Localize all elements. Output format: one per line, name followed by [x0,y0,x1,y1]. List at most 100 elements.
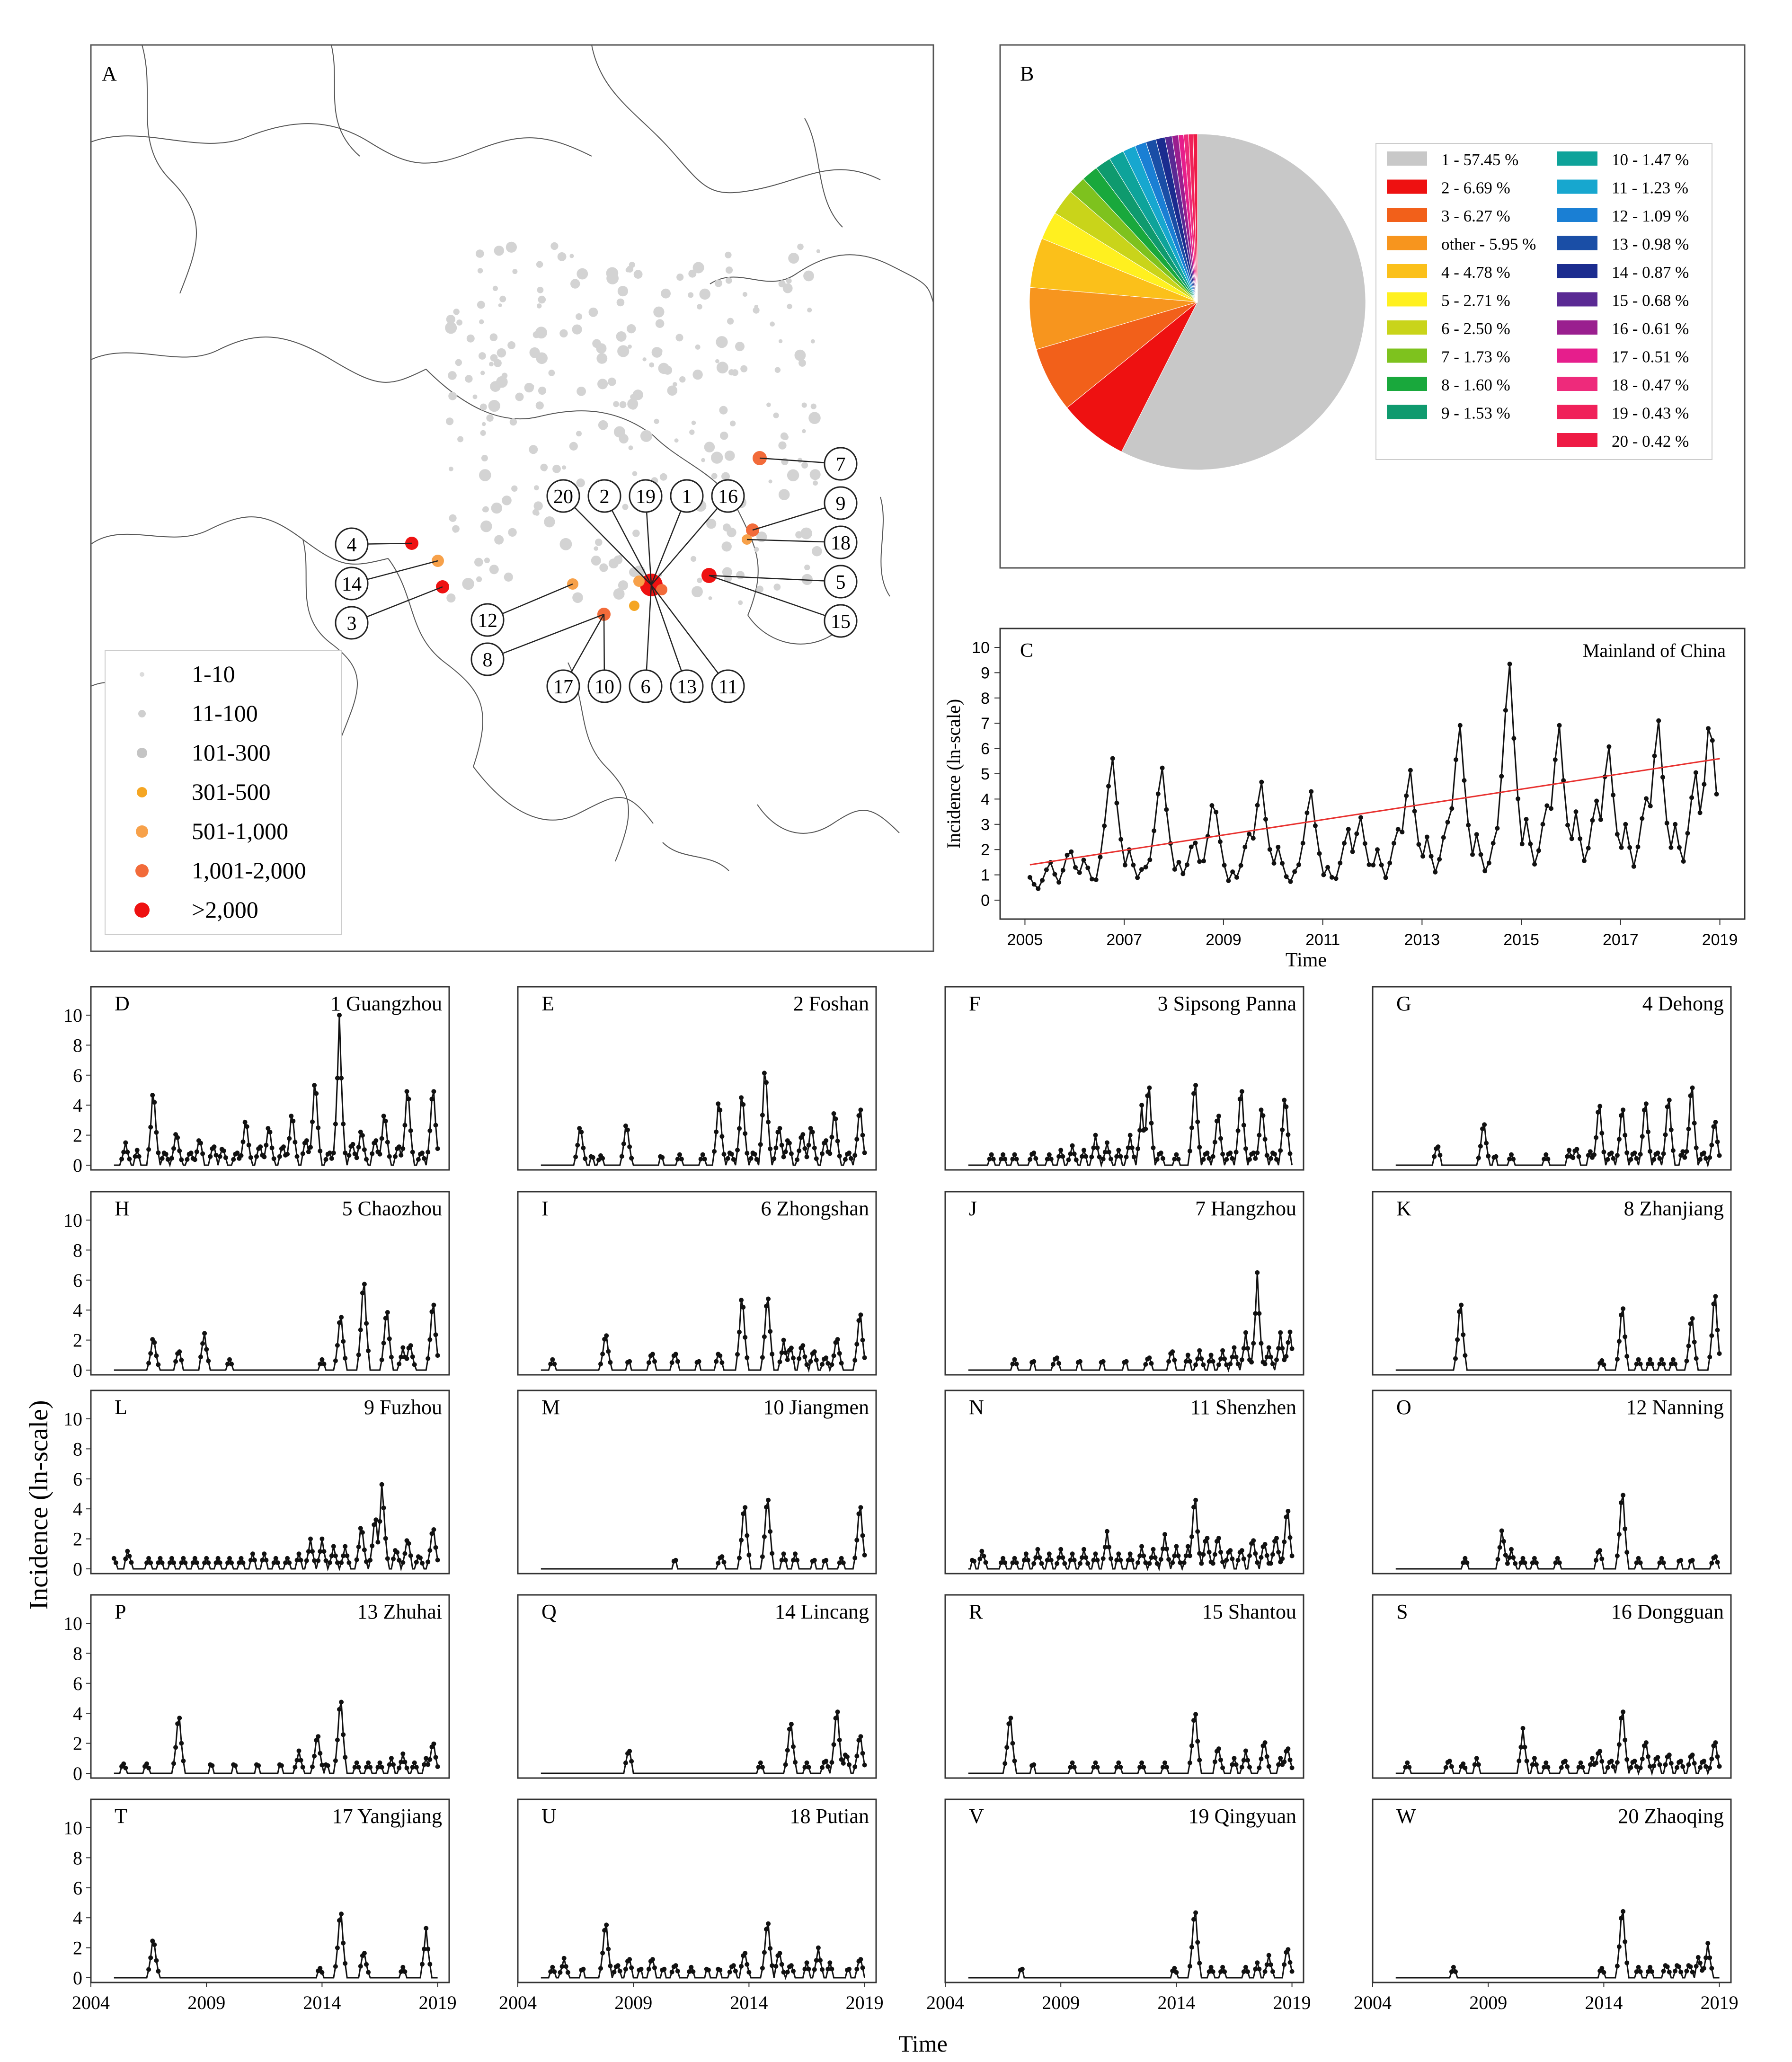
map-incidence-dot [782,283,793,293]
series-point [1690,1969,1695,1974]
map-incidence-dot [499,295,506,302]
series-point [215,1556,221,1561]
series-point [741,1102,746,1107]
series-point [429,1531,435,1536]
map-incidence-dot [697,577,702,584]
series-point [356,1145,361,1150]
series-point [1185,1544,1190,1549]
series-point [1379,862,1384,867]
map-incidence-dot [486,414,494,422]
series-point [1069,849,1074,854]
y-axis-label: Incidence (ln-scale) [24,1400,53,1610]
series-point [854,1966,860,1972]
series-point [285,1556,290,1561]
series-point [1259,1341,1264,1346]
series-point [820,1151,825,1156]
series-point [319,1762,325,1768]
series-point [1667,1969,1672,1974]
series-point [1068,1765,1073,1770]
map-incidence-dot [716,336,728,348]
map-incidence-dot [490,354,498,362]
series-point [785,1748,790,1753]
series-point [1530,1560,1535,1566]
series-point [1052,872,1057,877]
series-point [1655,1150,1660,1156]
city-panel-title: 18 Putian [790,1805,869,1828]
series-point [1565,1764,1570,1769]
series-point [1162,1532,1167,1537]
map-border-line [880,496,890,597]
series-point [1282,1097,1287,1103]
series-point [719,1554,725,1559]
map-label-number: 19 [636,486,656,508]
series-point [1668,1362,1674,1367]
series-point [745,1355,750,1360]
series-point [163,1151,169,1157]
map-incidence-dot [688,292,694,298]
series-point [368,1558,373,1563]
series-point [1596,1110,1601,1115]
series-point [1606,744,1612,749]
series-point [1209,803,1215,808]
series-point [358,1526,363,1531]
pie-legend-swatch [1557,433,1597,447]
series-point [1205,1536,1210,1541]
series-point [1241,1758,1246,1763]
series-point [293,1765,298,1770]
series-point [1247,1765,1252,1770]
map-incidence-dot [529,445,538,454]
series-point [356,1765,361,1770]
map-legend-marker [140,672,144,677]
series-point [1189,844,1194,850]
series-point [1243,1146,1248,1151]
series-point [429,1097,435,1102]
series-point [1317,851,1322,856]
series-point [1073,865,1078,870]
map-label-number: 8 [483,649,493,671]
series-point [1404,793,1409,798]
map-incidence-dot [642,357,647,362]
y-tick-label: 6 [73,1469,82,1490]
series-point [559,1964,565,1969]
series-point [1648,1149,1653,1154]
map-incidence-dot [725,251,732,258]
series-point [312,1558,317,1563]
map-incidence-dot [697,304,702,310]
map-incidence-dot [449,467,453,471]
series-point [271,1560,276,1566]
series-point [381,1505,386,1511]
series-point [1601,1970,1606,1975]
map-incidence-dot [661,288,671,299]
series-point [1578,836,1583,841]
map-incidence-dot [489,333,498,341]
series-point [281,1144,286,1150]
series-point [1255,1150,1260,1155]
series-point [385,1140,390,1145]
map-incidence-dot [576,431,582,437]
series-point [1045,1558,1050,1563]
series-point [1702,782,1707,787]
series-point [1280,861,1285,866]
series-point [171,1146,176,1151]
map-legend-label: 101-300 [192,739,271,766]
series-point [335,1560,340,1565]
series-point [860,1751,865,1756]
series-point [1060,1555,1065,1560]
series-point [1154,1157,1160,1162]
series-point [395,1550,400,1555]
series-point [1197,1348,1202,1353]
series-point [1497,1545,1502,1550]
series-point [797,1356,802,1361]
series-point [999,1560,1003,1566]
series-point [352,1765,357,1770]
series-point [979,1549,985,1554]
series-point [999,1157,1003,1162]
series-point [1665,1964,1670,1969]
series-point [146,1556,151,1561]
series-point [213,1152,219,1158]
map-border-line [331,44,360,157]
series-point [1638,1560,1643,1566]
series-point [399,1152,404,1158]
series-point [1520,1556,1526,1561]
series-point [341,1553,346,1558]
